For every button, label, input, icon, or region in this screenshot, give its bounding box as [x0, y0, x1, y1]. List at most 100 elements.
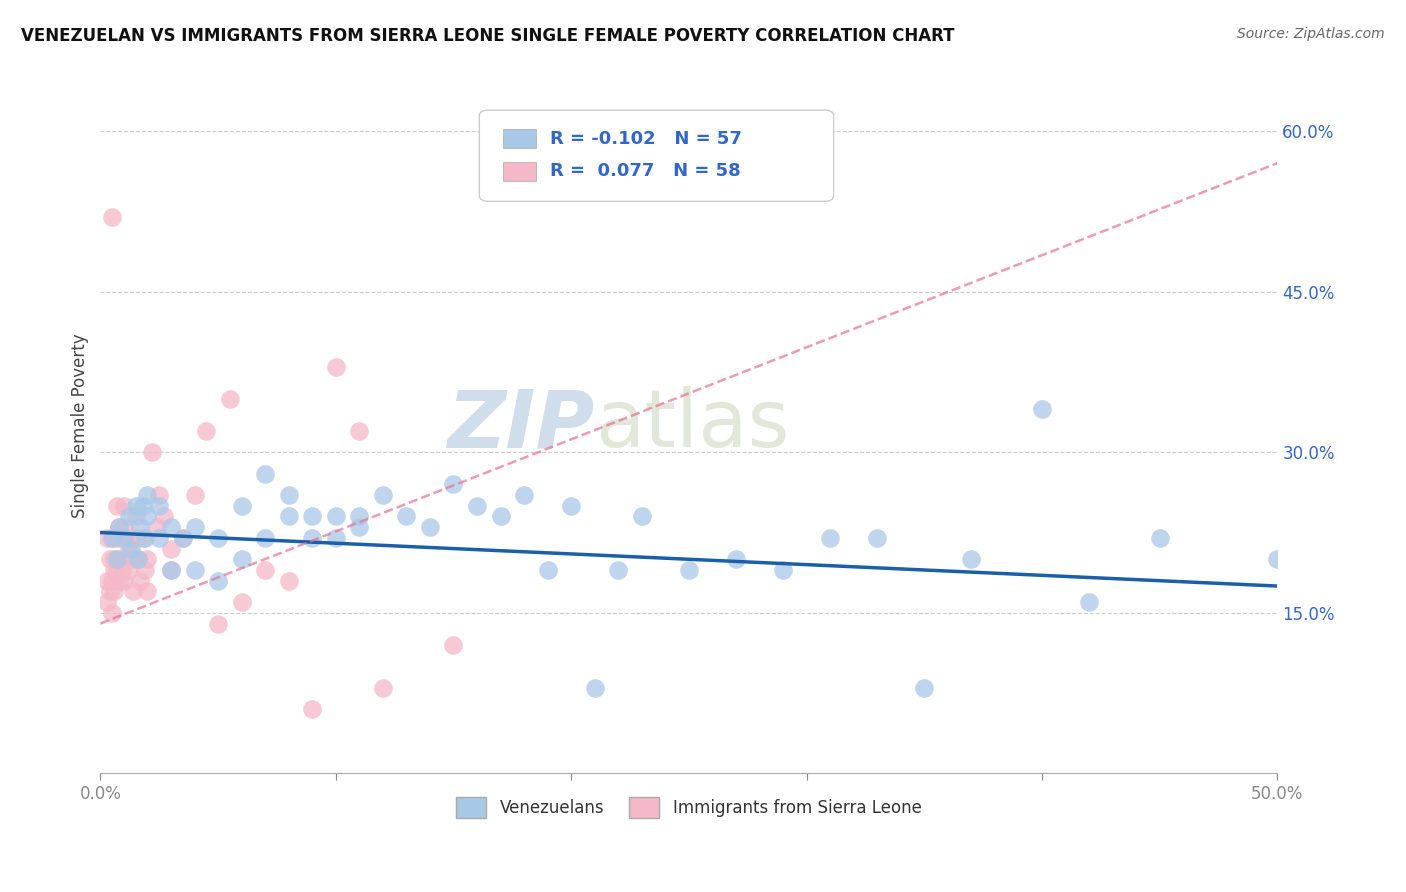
Point — [148, 499, 170, 513]
Point — [1031, 402, 1053, 417]
FancyBboxPatch shape — [479, 110, 834, 202]
Point — [172, 531, 194, 545]
Text: atlas: atlas — [595, 386, 789, 465]
Point — [349, 424, 371, 438]
Point — [160, 520, 183, 534]
FancyBboxPatch shape — [503, 129, 536, 148]
Point — [127, 552, 149, 566]
Point — [117, 509, 139, 524]
Point — [277, 509, 299, 524]
Point — [818, 531, 841, 545]
Legend: Venezuelans, Immigrants from Sierra Leone: Venezuelans, Immigrants from Sierra Leon… — [450, 790, 928, 824]
Point — [105, 499, 128, 513]
Point — [122, 584, 145, 599]
Point — [132, 499, 155, 513]
Point — [395, 509, 418, 524]
Point — [136, 552, 159, 566]
Point — [117, 541, 139, 556]
Text: R =  0.077   N = 58: R = 0.077 N = 58 — [550, 162, 741, 180]
Point — [207, 531, 229, 545]
Point — [112, 499, 135, 513]
Point — [110, 563, 132, 577]
Point — [183, 520, 205, 534]
Point — [489, 509, 512, 524]
Point — [301, 702, 323, 716]
Point — [132, 531, 155, 545]
Point — [105, 552, 128, 566]
Point — [160, 563, 183, 577]
Point — [349, 509, 371, 524]
Point — [912, 681, 935, 695]
Point — [207, 616, 229, 631]
Point — [129, 520, 152, 534]
Point — [630, 509, 652, 524]
Point — [127, 552, 149, 566]
Point — [141, 445, 163, 459]
Point — [513, 488, 536, 502]
Point — [110, 531, 132, 545]
Point — [112, 552, 135, 566]
Text: Source: ZipAtlas.com: Source: ZipAtlas.com — [1237, 27, 1385, 41]
Point — [153, 509, 176, 524]
Point — [101, 574, 124, 588]
Point — [960, 552, 983, 566]
Point — [148, 531, 170, 545]
Point — [120, 531, 142, 545]
Point — [195, 424, 218, 438]
Point — [160, 563, 183, 577]
Point — [183, 488, 205, 502]
Point — [678, 563, 700, 577]
Point — [124, 552, 146, 566]
Point — [108, 552, 131, 566]
Point — [1149, 531, 1171, 545]
Point — [371, 681, 394, 695]
Point — [301, 509, 323, 524]
Point — [136, 488, 159, 502]
Point — [112, 531, 135, 545]
Point — [560, 499, 582, 513]
Point — [349, 520, 371, 534]
Point — [124, 509, 146, 524]
Point — [101, 531, 124, 545]
Point — [98, 552, 121, 566]
Point — [301, 531, 323, 545]
Point — [101, 606, 124, 620]
Point — [134, 531, 156, 545]
Point — [218, 392, 240, 406]
Point — [112, 574, 135, 588]
Point — [136, 509, 159, 524]
Point — [231, 552, 253, 566]
Point — [117, 563, 139, 577]
Point — [536, 563, 558, 577]
Point — [103, 552, 125, 566]
Point — [134, 563, 156, 577]
Point — [772, 563, 794, 577]
Point — [112, 531, 135, 545]
Point — [108, 574, 131, 588]
Point — [112, 520, 135, 534]
Point — [325, 509, 347, 524]
Point — [148, 488, 170, 502]
Point — [98, 584, 121, 599]
Point — [108, 520, 131, 534]
Text: R = -0.102   N = 57: R = -0.102 N = 57 — [550, 129, 742, 148]
Text: ZIP: ZIP — [447, 386, 595, 465]
Text: VENEZUELAN VS IMMIGRANTS FROM SIERRA LEONE SINGLE FEMALE POVERTY CORRELATION CHA: VENEZUELAN VS IMMIGRANTS FROM SIERRA LEO… — [21, 27, 955, 45]
Point — [207, 574, 229, 588]
Point — [866, 531, 889, 545]
Point — [254, 563, 277, 577]
Point — [160, 541, 183, 556]
Point — [443, 638, 465, 652]
FancyBboxPatch shape — [503, 161, 536, 181]
Point — [105, 531, 128, 545]
Point — [129, 574, 152, 588]
Point — [325, 359, 347, 374]
Point — [465, 499, 488, 513]
Point — [325, 531, 347, 545]
Point — [254, 531, 277, 545]
Point — [1267, 552, 1289, 566]
Point — [103, 584, 125, 599]
Point — [96, 595, 118, 609]
Point — [96, 574, 118, 588]
Point — [277, 574, 299, 588]
